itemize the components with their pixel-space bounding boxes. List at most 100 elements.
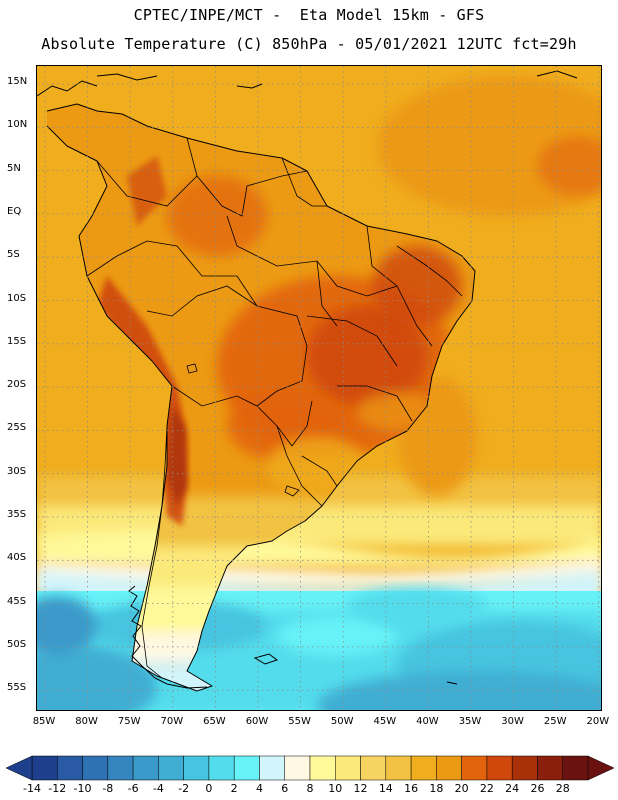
lake-titicaca (186, 363, 198, 374)
lat-label: 5S (7, 249, 20, 261)
colorbar-label: 26 (530, 782, 545, 795)
ocean-band-minus6c (37, 596, 97, 656)
land-band-22c (307, 306, 427, 406)
lon-label: 75W (117, 716, 141, 727)
ocean-band-0c (347, 588, 487, 624)
colorbar-label: 18 (429, 782, 444, 795)
lat-label: 20S (7, 379, 27, 391)
colorbar-label: -2 (178, 782, 190, 795)
colorbar-swatch (309, 755, 336, 781)
border-peru-brazil (86, 240, 258, 307)
south-georgia (446, 681, 458, 685)
lon-label: 30W (501, 716, 524, 727)
border-brazil-states (337, 385, 413, 422)
colorbar-swatch (107, 755, 134, 781)
lon-label: 35W (458, 716, 482, 727)
chile-fjords (128, 585, 208, 689)
border-brazil-states (306, 315, 398, 367)
colorbar-swatch (486, 755, 513, 781)
map-svg (37, 66, 601, 710)
colorbar-label: 28 (555, 782, 570, 795)
land-band-22c (372, 246, 462, 326)
lat-label: 40S (7, 552, 27, 564)
land-band-24c (167, 406, 187, 506)
colorbar-swatch (183, 755, 210, 781)
falklands-outline (253, 653, 279, 665)
border-bolivia (146, 285, 308, 407)
colorbar-swatch (360, 755, 387, 781)
lat-label: 50S (7, 638, 27, 650)
border-brazil-states (396, 245, 463, 297)
colorbar-swatch (410, 755, 437, 781)
ocean-band-2c (277, 616, 397, 656)
colorbar-swatch (284, 755, 311, 781)
caribbean-island (536, 70, 578, 79)
colorbar-label: -8 (102, 782, 114, 795)
lon-label: 80W (75, 716, 98, 727)
lat-label: 15S (7, 335, 27, 347)
colorbar-label: 2 (230, 782, 238, 795)
chart-title: CPTEC/INPE/MCT - Eta Model 15km - GFS (133, 6, 485, 24)
colorbar-label: 0 (205, 782, 213, 795)
ocean-band-minus4c (317, 671, 601, 710)
colorbar-high-arrow (587, 755, 615, 781)
colorbar-swatch (537, 755, 563, 781)
colorbar-label: -12 (48, 782, 67, 795)
colorbar-label: 16 (404, 782, 419, 795)
lat-label: 10S (7, 292, 27, 304)
border-brazil-states (366, 225, 433, 347)
colorbar-label: 10 (328, 782, 343, 795)
colorbar-swatch (335, 755, 361, 781)
colorbar-boxes (31, 755, 589, 781)
colorbar-swatch (461, 755, 488, 781)
temperature-map (36, 65, 602, 711)
colorbar-label: 4 (255, 782, 263, 795)
border-colombia-ecuador (96, 160, 198, 207)
border-brazil-states (316, 260, 338, 327)
lat-label: EQ (7, 205, 22, 217)
lon-label: 45W (373, 716, 397, 727)
colorbar-swatch (562, 755, 589, 781)
lon-label: 40W (416, 716, 439, 727)
lat-label: 15N (7, 76, 28, 87)
colorbar-label: 24 (505, 782, 520, 795)
lon-label: 65W (203, 716, 226, 727)
colorbar-label: 20 (454, 782, 469, 795)
lat-label: 25S (7, 422, 27, 434)
lon-label: 70W (160, 716, 184, 727)
colorbar-swatch (31, 755, 58, 781)
lat-label: 45S (7, 595, 27, 607)
lat-label: 30S (7, 465, 27, 477)
colorbar-label: 14 (378, 782, 393, 795)
colorbar (5, 755, 615, 781)
colorbar-swatch (82, 755, 109, 781)
land-band-20c (167, 176, 267, 256)
colorbar-low-arrow (5, 755, 33, 781)
colorbar-swatch (436, 755, 462, 781)
caribbean-island (236, 83, 263, 89)
colorbar-label: 6 (281, 782, 289, 795)
lat-label: 5N (7, 162, 21, 174)
colorbar-label: -14 (23, 782, 41, 795)
coastline (46, 103, 476, 692)
colorbar-label: -4 (152, 782, 164, 795)
lagoa-dos-patos (284, 485, 300, 497)
colorbar-swatch (385, 755, 412, 781)
colorbar-swatch (208, 755, 235, 781)
lat-label: 55S (7, 682, 27, 694)
border-argentina-brazil (276, 425, 323, 507)
lon-label: 55W (288, 716, 311, 727)
country-borders (86, 137, 463, 679)
colorbar-label: -10 (73, 782, 92, 795)
land-band-22c (127, 156, 167, 226)
lat-label: 10N (7, 119, 28, 131)
border-guyana (281, 157, 327, 207)
chart-subtitle: Absolute Temperature (C) 850hPa - 05/01/… (41, 35, 577, 53)
lon-label: 60W (245, 716, 269, 727)
ocean-band-minus4c (37, 646, 157, 710)
colorbar-swatch (57, 755, 83, 781)
lon-label: 85W (32, 716, 56, 727)
lon-label: 25W (543, 716, 567, 727)
colorbar-swatch (259, 755, 285, 781)
lon-label: 20W (586, 716, 610, 727)
